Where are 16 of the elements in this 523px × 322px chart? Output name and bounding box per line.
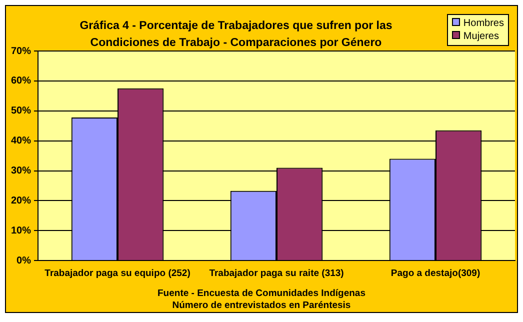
y-tick-label: 30% [11, 166, 32, 177]
y-tick-label: 70% [11, 46, 32, 57]
y-tick-label: 40% [11, 136, 32, 147]
source-note: Fuente - Encuesta de Comunidades Indígenas [156, 288, 366, 300]
y-tick-label: 20% [11, 195, 32, 206]
y-tick-label: 50% [11, 106, 32, 117]
y-tick-label: 60% [11, 76, 32, 87]
x-tick-label: Pago a destajo(309) [390, 268, 480, 279]
x-tick-label: Trabajador paga su raite (313) [209, 268, 344, 279]
y-tick-label: 0% [16, 255, 32, 266]
y-tick-label: 10% [11, 225, 32, 236]
chart-title: Gráfica 4 - Porcentaje de Trabajadores que sufren por las Condiciones de Trabajo - Comparaciones por Género [78, 19, 394, 51]
legend-label: Hombres [462, 17, 504, 30]
text: Número de entrevistados en Paréntesis [171, 300, 352, 312]
legend-label: Mujeres [462, 30, 500, 43]
x-tick-label: Trabajador paga su equipo (252) [44, 268, 190, 279]
